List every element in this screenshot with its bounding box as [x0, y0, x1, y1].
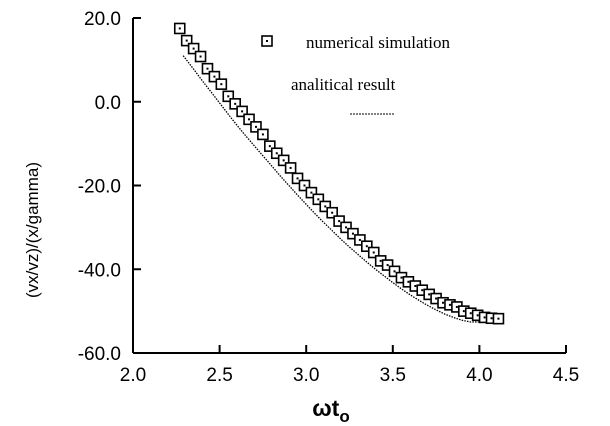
- numerical-point-dot: [268, 145, 271, 148]
- numerical-point-dot: [282, 159, 285, 162]
- numerical-series: [173, 22, 505, 325]
- numerical-point-dot: [358, 238, 361, 241]
- analytical-result-line: [182, 55, 497, 323]
- y-tick-label: -40.0: [78, 260, 121, 281]
- numerical-point-dot: [317, 198, 320, 201]
- numerical-point-dot: [476, 314, 479, 317]
- x-tick-label: 2.0: [120, 365, 146, 386]
- numerical-point-dot: [393, 270, 396, 273]
- numerical-point-dot: [254, 125, 257, 128]
- numerical-point-dot: [227, 95, 230, 98]
- numerical-point-dot: [414, 285, 417, 287]
- y-tick-label: -20.0: [78, 177, 121, 198]
- x-tick-label: 2.5: [206, 365, 232, 386]
- numerical-point-dot: [497, 317, 500, 320]
- x-tick-label: 4.5: [553, 365, 579, 386]
- numerical-point-dot: [421, 289, 424, 292]
- numerical-point-dot: [234, 102, 237, 105]
- numerical-point-dot: [407, 280, 410, 283]
- numerical-point-dot: [428, 293, 431, 296]
- numerical-point-dot: [289, 166, 292, 169]
- numerical-point-dot: [338, 220, 341, 223]
- numerical-point-dot: [386, 264, 389, 267]
- numerical-point-dot: [351, 232, 354, 235]
- legend-label-numerical: numerical simulation: [306, 33, 450, 52]
- numerical-point-dot: [213, 75, 216, 78]
- numerical-point-dot: [185, 39, 188, 42]
- y-tick-label: 0.0: [95, 93, 121, 114]
- ticks-layer: 2.0 2.5 3.0 3.5 4.0 4.5 -60.0 -40.0 -20.0 0.0 20.0: [78, 9, 580, 386]
- numerical-point-dot: [241, 110, 244, 113]
- numerical-point-dot: [192, 47, 195, 50]
- numerical-point-dot: [435, 297, 438, 300]
- x-axis-label-subscript: o: [339, 407, 349, 426]
- x-tick-label: 3.5: [380, 365, 406, 386]
- numerical-point-dot: [178, 27, 181, 30]
- numerical-point-dot: [345, 226, 348, 229]
- numerical-point-dot: [365, 245, 368, 248]
- legend-marker-numerical-dot: [266, 40, 268, 42]
- numerical-point-dot: [490, 317, 493, 320]
- numerical-point-dot: [261, 133, 264, 136]
- numerical-point-dot: [462, 310, 465, 313]
- y-axis-label: (vx/vz)/(x/gamma): [23, 162, 42, 298]
- analytical-series: [182, 55, 497, 323]
- numerical-point-dot: [206, 67, 209, 70]
- numerical-point-dot: [455, 305, 458, 308]
- legend: numerical simulation analitical result: [261, 33, 450, 115]
- numerical-point-dot: [400, 276, 403, 279]
- x-axis-label: ωto: [312, 395, 349, 426]
- numerical-point-dot: [469, 312, 472, 315]
- x-axis-label-main: ωt: [312, 395, 339, 421]
- x-tick-label: 3.0: [293, 365, 319, 386]
- y-tick-label: -60.0: [78, 344, 121, 365]
- numerical-point-dot: [199, 55, 202, 58]
- numerical-point-dot: [310, 191, 313, 194]
- y-tick-label: 20.0: [84, 9, 121, 30]
- numerical-point-dot: [303, 184, 306, 187]
- numerical-point-dot: [372, 251, 375, 254]
- axes-layer: [132, 18, 566, 354]
- numerical-point-dot: [296, 177, 299, 180]
- numerical-point-dot: [483, 316, 486, 319]
- numerical-point-dot: [248, 118, 251, 121]
- numerical-point-dot: [331, 211, 334, 214]
- numerical-point-dot: [220, 83, 223, 86]
- numerical-point-dot: [324, 205, 327, 208]
- x-tick-label: 4.0: [466, 365, 492, 386]
- numerical-point-dot: [448, 303, 451, 306]
- numerical-point-dot: [442, 301, 445, 304]
- numerical-point-dot: [379, 259, 382, 262]
- legend-label-analytical: analitical result: [291, 75, 396, 94]
- numerical-point-dot: [275, 152, 278, 155]
